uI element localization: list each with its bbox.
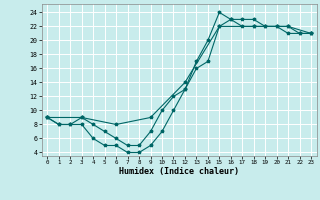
X-axis label: Humidex (Indice chaleur): Humidex (Indice chaleur) — [119, 167, 239, 176]
